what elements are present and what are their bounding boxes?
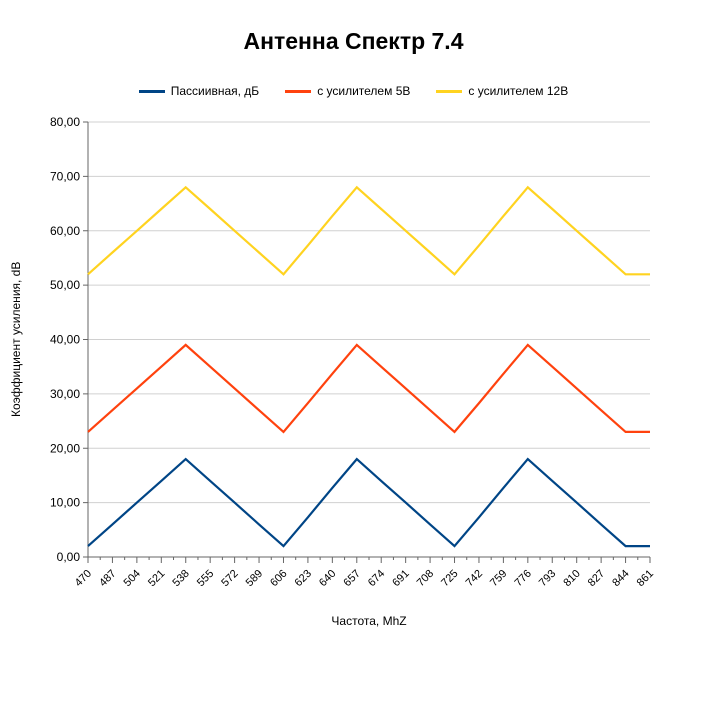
svg-text:759: 759 <box>488 568 509 589</box>
svg-text:691: 691 <box>390 568 411 589</box>
legend-item-amp-12v: с усилителем 12В <box>436 84 568 98</box>
svg-text:674: 674 <box>366 568 387 589</box>
series-line-1 <box>87 343 650 434</box>
svg-text:10,00: 10,00 <box>50 496 80 510</box>
legend-line-swatch-amp-12v <box>436 89 463 93</box>
svg-text:776: 776 <box>512 568 533 589</box>
legend-item-amp-5v: с усилителем 5В <box>285 84 410 98</box>
svg-text:810: 810 <box>561 568 582 589</box>
legend-label-passive: Пассиивная, дБ <box>170 84 260 98</box>
svg-text:640: 640 <box>317 568 338 589</box>
svg-text:555: 555 <box>195 568 216 589</box>
svg-text:20,00: 20,00 <box>50 441 80 455</box>
legend-item-passive: Пассиивная, дБ <box>138 84 260 98</box>
axes <box>83 121 651 563</box>
svg-text:487: 487 <box>97 568 118 589</box>
svg-text:708: 708 <box>415 568 436 589</box>
svg-text:50,00: 50,00 <box>50 278 80 292</box>
svg-text:30,00: 30,00 <box>50 387 80 401</box>
svg-text:521: 521 <box>146 568 167 589</box>
svg-text:40,00: 40,00 <box>50 333 80 347</box>
svg-text:725: 725 <box>439 568 460 589</box>
chart-title: Антенна Спектр 7.4 <box>243 28 464 54</box>
svg-text:606: 606 <box>268 568 289 589</box>
svg-text:572: 572 <box>219 568 240 589</box>
svg-text:589: 589 <box>244 568 265 589</box>
svg-text:657: 657 <box>341 568 362 589</box>
legend-line-swatch-amp-5v <box>285 89 312 93</box>
x-tick-labels: 470 487 504 521 538 555 572 589 606 623 640 657 674 6… <box>73 568 656 589</box>
svg-text:0,00: 0,00 <box>57 550 81 564</box>
legend-label-amp-5v: с усилителем 5В <box>317 84 411 98</box>
svg-text:793: 793 <box>537 568 558 589</box>
svg-text:742: 742 <box>464 568 485 589</box>
svg-text:861: 861 <box>635 568 656 589</box>
svg-text:60,00: 60,00 <box>50 224 80 238</box>
legend: Пассиивная, дБ с усилителем 5В с усилите… <box>0 84 707 98</box>
svg-text:827: 827 <box>586 568 607 589</box>
svg-text:623: 623 <box>293 568 314 589</box>
svg-text:70,00: 70,00 <box>50 169 80 183</box>
svg-text:470: 470 <box>73 568 94 589</box>
y-tick-labels: 0,00 10,00 20,00 30,00 40,00 50,00 60,00 70,00 8… <box>50 115 80 564</box>
series-line-2 <box>87 185 650 276</box>
svg-text:80,00: 80,00 <box>50 115 80 129</box>
y-gridlines <box>88 121 650 504</box>
series-line-0 <box>87 457 650 548</box>
svg-text:844: 844 <box>610 568 631 589</box>
svg-text:504: 504 <box>122 568 143 589</box>
x-axis-title: Частота, MhZ <box>331 614 407 628</box>
legend-label-amp-12v: с усилителем 12В <box>468 84 569 98</box>
legend-line-swatch-passive <box>138 89 165 93</box>
svg-text:538: 538 <box>170 568 191 589</box>
